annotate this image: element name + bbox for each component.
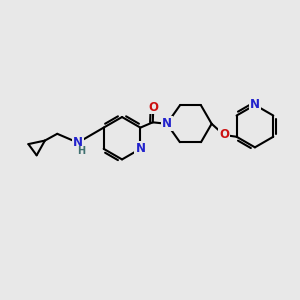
- Text: O: O: [219, 128, 229, 142]
- Text: H: H: [77, 146, 85, 157]
- Text: N: N: [73, 136, 83, 149]
- Text: N: N: [250, 98, 260, 111]
- Text: N: N: [162, 117, 172, 130]
- Text: N: N: [135, 142, 146, 155]
- Text: O: O: [148, 100, 158, 113]
